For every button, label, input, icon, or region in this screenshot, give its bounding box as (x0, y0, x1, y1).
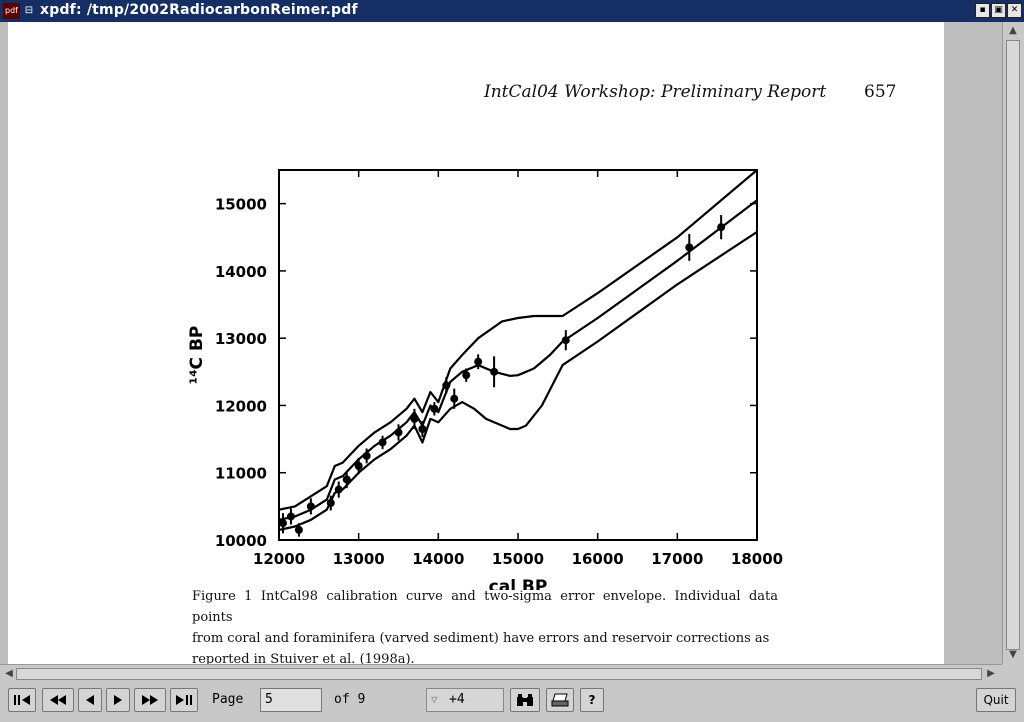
x-tick-label-0: 12000 (253, 550, 305, 568)
data-point-0 (278, 519, 287, 528)
data-point-19 (561, 336, 570, 345)
last-page-icon (176, 695, 192, 705)
scroll-right-icon[interactable]: ▶ (987, 668, 995, 679)
data-point-7 (354, 462, 363, 470)
figure-caption: Figure 1 IntCal98 calibration curve and … (192, 586, 778, 664)
zoom-select[interactable]: ▽ +4 (426, 688, 504, 712)
find-button[interactable] (510, 688, 540, 712)
plot-frame (278, 169, 758, 541)
x-axis-label: cal BP (489, 577, 548, 590)
page-number: 657 (864, 82, 897, 102)
zoom-value: +4 (449, 692, 465, 707)
window-menu-icon[interactable]: ⊟ (24, 5, 34, 16)
first-page-icon (14, 695, 30, 705)
x-tick-label-6: 18000 (731, 550, 783, 568)
next-page-button[interactable] (106, 688, 130, 712)
last-page-button[interactable] (170, 688, 198, 712)
data-point-5 (334, 485, 343, 494)
data-point-12 (418, 425, 427, 433)
data-point-3 (306, 502, 315, 511)
running-header: IntCal04 Workshop: Preliminary Report (484, 82, 827, 102)
window-title: xpdf: /tmp/2002RadiocarbonReimer.pdf (40, 2, 358, 18)
previous-page-button[interactable] (78, 688, 102, 712)
maximize-button[interactable]: ▣ (991, 3, 1006, 18)
y-axis-label: ¹⁴C BP (187, 326, 207, 385)
data-point-10 (394, 428, 403, 437)
data-point-16 (462, 371, 471, 380)
x-tick-label-5: 17000 (651, 550, 703, 568)
fast-forward-icon (142, 695, 158, 705)
data-point-13 (430, 404, 439, 413)
data-point-14 (442, 381, 451, 390)
y-tick-label-4: 14000 (215, 263, 267, 281)
data-point-21 (717, 223, 726, 232)
data-point-20 (685, 243, 694, 252)
curve-line-1 (278, 199, 758, 521)
caption-line: reported in Stuiver et al. (1998a). (192, 652, 415, 664)
x-tick-label-3: 15000 (492, 550, 544, 568)
data-point-17 (474, 357, 483, 366)
print-button[interactable] (546, 688, 574, 712)
page-number-input[interactable]: 5 (260, 688, 322, 712)
forward-ten-pages-button[interactable] (134, 688, 166, 712)
y-tick-label-3: 13000 (215, 330, 267, 348)
data-point-9 (378, 438, 387, 447)
y-axis: 10000 11000 12000 13000 14000 15000 (215, 196, 757, 550)
data-point-1 (286, 512, 295, 521)
document-viewport[interactable]: IntCal04 Workshop: Preliminary Report 65… (0, 22, 1002, 664)
fast-backward-icon (50, 695, 66, 705)
curve-group (278, 169, 758, 531)
caption-line: Figure 1 IntCal98 calibration curve and … (192, 589, 778, 625)
horizontal-scrollbar[interactable]: ◀ ▶ (0, 664, 1002, 682)
calibration-chart: 12000 13000 14000 15000 16000 17000 18000 1000… (187, 169, 783, 590)
data-point-11 (410, 414, 419, 423)
data-point-8 (362, 451, 371, 460)
vertical-scrollbar[interactable]: ▲ ▼ (1002, 22, 1024, 664)
vertical-scroll-thumb[interactable] (1006, 40, 1020, 650)
horizontal-scroll-thumb[interactable] (16, 668, 982, 680)
y-tick-label-0: 10000 (215, 532, 267, 550)
data-point-15 (450, 394, 459, 403)
x-tick-label-4: 16000 (572, 550, 624, 568)
data-point-18 (490, 367, 499, 376)
close-button[interactable]: ✕ (1007, 3, 1022, 18)
page-label: Page (212, 692, 244, 707)
help-button[interactable]: ? (580, 688, 604, 712)
pdf-page: IntCal04 Workshop: Preliminary Report 65… (8, 22, 944, 664)
scroll-left-icon[interactable]: ◀ (5, 668, 13, 679)
data-point-4 (326, 499, 335, 507)
x-axis: 12000 13000 14000 15000 16000 17000 18000 (253, 170, 783, 568)
page-count-label: of 9 (334, 692, 366, 707)
scroll-up-icon[interactable]: ▲ (1009, 25, 1017, 36)
y-tick-label-1: 11000 (215, 465, 267, 483)
data-point-6 (342, 475, 351, 484)
minimize-button[interactable]: ▪ (975, 3, 990, 18)
printer-icon (551, 693, 569, 707)
next-icon (114, 695, 122, 705)
data-points (278, 215, 726, 537)
x-tick-label-1: 13000 (333, 550, 385, 568)
previous-icon (86, 695, 94, 705)
toolbar: Page 5 of 9 ▽ +4 ? Quit (0, 682, 1024, 722)
y-tick-label-2: 12000 (215, 397, 267, 415)
data-point-2 (294, 525, 303, 534)
x-tick-label-2: 14000 (412, 550, 464, 568)
binoculars-icon (517, 694, 533, 706)
curve-line-0 (278, 169, 758, 511)
quit-button[interactable]: Quit (976, 688, 1016, 712)
app-icon: pdf (3, 3, 20, 19)
dropdown-arrow-icon: ▽ (431, 693, 438, 706)
scroll-down-icon[interactable]: ▼ (1009, 649, 1017, 660)
first-page-button[interactable] (8, 688, 36, 712)
curve-line-2 (278, 230, 758, 531)
title-bar: pdf ⊟ xpdf: /tmp/2002RadiocarbonReimer.p… (0, 0, 1024, 22)
caption-line: from coral and foraminifera (varved sedi… (192, 631, 770, 646)
y-tick-label-5: 15000 (215, 196, 267, 214)
back-ten-pages-button[interactable] (42, 688, 74, 712)
